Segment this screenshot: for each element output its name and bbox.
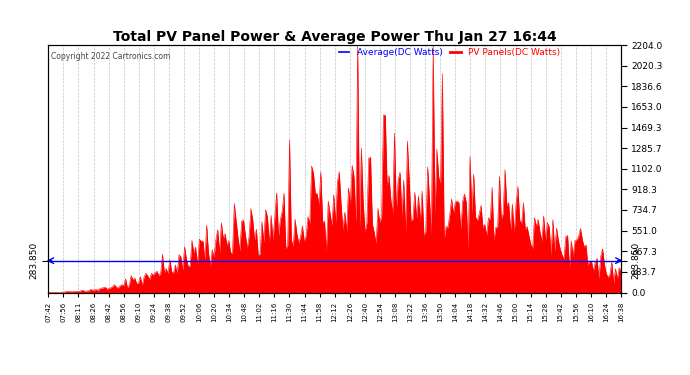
Text: Copyright 2022 Cartronics.com: Copyright 2022 Cartronics.com bbox=[51, 53, 170, 62]
Title: Total PV Panel Power & Average Power Thu Jan 27 16:44: Total PV Panel Power & Average Power Thu… bbox=[112, 30, 557, 44]
Legend: Average(DC Watts), PV Panels(DC Watts): Average(DC Watts), PV Panels(DC Watts) bbox=[335, 45, 564, 61]
